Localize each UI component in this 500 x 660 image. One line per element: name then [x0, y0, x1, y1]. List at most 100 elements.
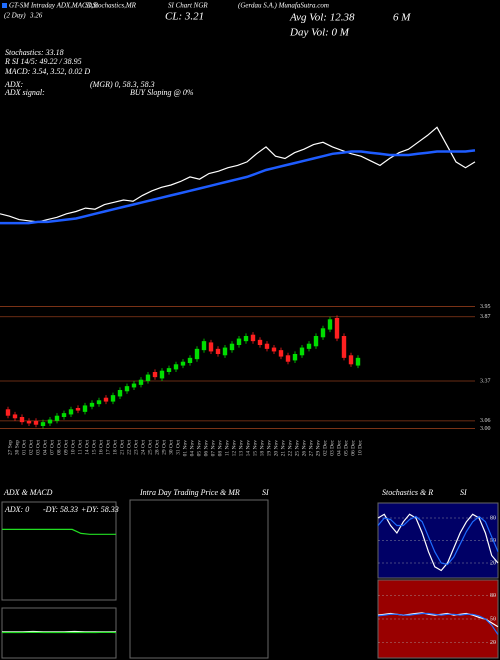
candle-body — [138, 379, 144, 385]
y-tick-label: 80 — [490, 593, 496, 599]
x-tick-label: 22 Nov — [287, 440, 293, 457]
candle-body — [327, 319, 333, 330]
x-tick-label: 30 Oct — [168, 440, 174, 455]
header-text: (2 Day) — [4, 12, 26, 20]
x-tick-label: 29 Nov — [315, 440, 321, 457]
x-tick-label: 26 Nov — [301, 440, 307, 457]
x-tick-label: 04 Dec — [336, 439, 342, 455]
x-tick-label: 01 Oct — [21, 440, 27, 455]
header-text: 3.26 — [29, 12, 43, 20]
panel-title: Stochastics & R — [382, 488, 433, 497]
candle-body — [271, 347, 277, 352]
panel-title: ADX & MACD — [3, 488, 53, 497]
x-tick-label: 04 Nov — [189, 440, 195, 457]
candle-body — [257, 339, 263, 345]
candle-body — [194, 348, 200, 360]
x-tick-label: 02 Oct — [28, 440, 34, 455]
candle-body — [201, 341, 207, 351]
x-tick-label: 07 Nov — [210, 440, 216, 457]
info-text: R SI 14/5: 49.22 / 38.95 — [4, 57, 82, 66]
y-tick-label: 80 — [490, 515, 496, 521]
x-tick-label: 15 Nov — [252, 440, 258, 457]
x-tick-label: 04 Oct — [42, 440, 48, 455]
candle-body — [75, 408, 81, 411]
x-tick-label: 12 Nov — [231, 440, 237, 457]
x-tick-label: 11 Oct — [77, 440, 83, 455]
header-text: Day Vol: 0 M — [289, 27, 350, 39]
candle-body — [264, 343, 270, 349]
x-tick-label: 13 Nov — [238, 440, 244, 457]
x-tick-label: 29 Oct — [161, 440, 167, 455]
header-text: Avg Vol: 12.38 — [289, 12, 355, 24]
panel-title: SI — [460, 488, 467, 497]
candle-body — [285, 355, 291, 362]
candle-body — [131, 383, 137, 388]
candle-body — [40, 422, 46, 426]
header-text: GT-SM Intraday ADX,MACD,B — [9, 2, 99, 10]
x-tick-label: 23 Oct — [133, 440, 139, 455]
annotation: ADX: 0 — [4, 505, 29, 514]
candle-body — [89, 402, 95, 407]
x-tick-label: 08 Nov — [217, 440, 223, 457]
candle-body — [145, 374, 151, 381]
x-tick-label: 18 Nov — [259, 440, 265, 457]
candle-body — [334, 318, 340, 339]
y-tick-label: 3.87 — [480, 314, 491, 320]
x-tick-label: 01 Nov — [182, 440, 188, 457]
series-line — [377, 612, 499, 635]
candle-body — [250, 334, 256, 342]
candle-body — [96, 400, 102, 405]
y-tick-label: 3.95 — [480, 304, 491, 310]
y-tick-label: 3.00 — [480, 426, 491, 432]
x-tick-label: 07 Oct — [49, 440, 55, 455]
x-tick-label: 20 Nov — [273, 440, 279, 457]
x-tick-label: 19 Nov — [266, 440, 272, 457]
x-tick-label: 18 Oct — [112, 440, 118, 455]
info-text: MACD: 3.54, 3.52, 0.02 D — [4, 67, 90, 76]
x-tick-label: 06 Dec — [350, 439, 356, 455]
y-tick-label: 20 — [490, 640, 496, 646]
panel-background — [1, 501, 117, 601]
panel-title: Intra Day Trading Price & MR — [139, 488, 240, 497]
series-line — [377, 515, 499, 566]
candle-body — [54, 415, 60, 421]
candle-body — [187, 357, 193, 363]
header-text: CL: 3.21 — [165, 11, 204, 23]
candle-body — [26, 420, 32, 424]
candle-body — [124, 386, 130, 392]
candle-body — [19, 417, 25, 423]
panel-title: SI — [262, 488, 269, 497]
annotation: +DY: 58.33 — [81, 505, 119, 514]
x-tick-label: 27 Nov — [308, 440, 314, 457]
candle-body — [152, 372, 158, 378]
y-tick-label: 3.37 — [480, 378, 491, 384]
candle-body — [222, 347, 228, 356]
x-tick-label: 09 Oct — [63, 440, 69, 455]
candle-body — [117, 390, 123, 397]
candle-body — [208, 342, 214, 352]
x-tick-label: 24 Oct — [140, 440, 146, 455]
header-text: 6 M — [393, 12, 411, 24]
x-tick-label: 21 Oct — [119, 440, 125, 455]
candle-body — [173, 364, 179, 370]
x-tick-label: 14 Nov — [245, 440, 251, 457]
info-text: BUY Sloping @ 0% — [130, 88, 194, 97]
legend-swatch — [2, 3, 7, 8]
x-tick-label: 08 Oct — [56, 440, 62, 455]
x-tick-label: 11 Nov — [224, 440, 230, 456]
candle-body — [166, 368, 172, 372]
x-tick-label: 05 Nov — [196, 440, 202, 457]
x-tick-label: 25 Nov — [294, 440, 300, 457]
x-tick-label: 16 Oct — [98, 440, 104, 455]
x-tick-label: 30 Sep — [14, 440, 20, 455]
candle-body — [110, 395, 116, 402]
header-text: SI,Stochastics,MR — [85, 2, 137, 10]
candle-body — [159, 370, 165, 379]
candle-body — [229, 343, 235, 351]
x-tick-label: 14 Oct — [84, 440, 90, 455]
candle-body — [236, 338, 242, 345]
candle-body — [313, 336, 319, 347]
candle-body — [299, 347, 305, 356]
candle-body — [215, 348, 221, 354]
